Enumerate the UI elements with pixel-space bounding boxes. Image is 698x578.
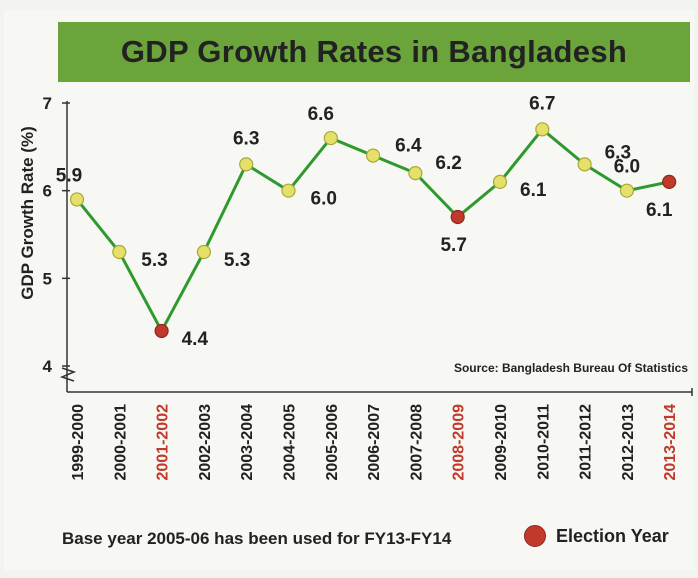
source-note: Source: Bangladesh Bureau Of Statistics: [454, 361, 688, 375]
x-tick-label: 2010-2011: [535, 404, 552, 480]
x-tick-label: 2012-2013: [620, 404, 637, 481]
axis-break-icon: [59, 367, 77, 382]
data-point: [69, 192, 85, 207]
chart-frame: [4, 10, 694, 570]
y-axis-title: GDP Growth Rate (%): [18, 126, 37, 299]
data-label: 6.3: [605, 142, 631, 163]
x-tick-label: 2002-2003: [197, 404, 214, 481]
election-year-marker-icon: [524, 525, 546, 547]
election-point: [154, 323, 169, 339]
data-point: [492, 174, 508, 189]
data-point: [239, 157, 254, 172]
labels: Source: Bangladesh Bureau Of Statistics 5…: [56, 93, 689, 375]
x-tick-label: 2003-2004: [239, 404, 256, 481]
legend-label: Election Year: [556, 525, 669, 546]
axes: 4 5 6 7 GDP Growth Rate (%) 1999-2000 2000-200…: [18, 94, 693, 481]
data-point: [281, 183, 296, 198]
legend: Election Year: [524, 525, 669, 547]
x-tick-label: 2004-2005: [282, 404, 299, 481]
data-label: 6.6: [308, 104, 334, 125]
data-label: 5.7: [440, 235, 466, 256]
election-point: [450, 209, 465, 225]
data-point: [408, 166, 423, 181]
data-label: 5.9: [56, 165, 82, 186]
series: [69, 122, 677, 339]
data-label: 6.1: [520, 180, 547, 201]
data-label: 5.3: [224, 250, 250, 271]
data-point: [196, 244, 211, 260]
y-tick-label: 7: [43, 94, 52, 113]
x-tick-label: 2000-2001: [112, 404, 129, 481]
y-tick-label: 6: [43, 182, 52, 201]
footnote: Base year 2005-06 has been used for FY13…: [62, 529, 452, 548]
y-tick-label: 5: [43, 269, 52, 288]
x-tick-label: 2013-2014: [662, 404, 679, 481]
line-chart: 4 5 6 7 GDP Growth Rate (%) 1999-2000 2000-200…: [18, 93, 693, 481]
data-point: [535, 122, 550, 137]
data-label: 6.4: [395, 136, 422, 157]
data-label: 6.7: [529, 93, 555, 114]
data-label: 5.3: [141, 250, 167, 271]
x-tick-label: 2001-2002: [155, 404, 172, 481]
data-label: 6.3: [233, 128, 259, 149]
data-point: [366, 148, 381, 163]
chart-title: GDP Growth Rates in Bangladesh: [120, 34, 628, 69]
data-label: 6.0: [614, 157, 640, 178]
x-tick-label: 2005-2006: [324, 404, 341, 481]
data-label: 4.4: [182, 329, 209, 350]
election-point: [662, 174, 677, 189]
x-tick-label: 2011-2012: [578, 404, 595, 480]
x-tick-label: 2007-2008: [408, 404, 425, 481]
x-tick-label: 2009-2010: [493, 404, 510, 481]
data-point: [577, 157, 592, 172]
data-label: 6.0: [311, 189, 337, 210]
y-tick-label: 4: [43, 357, 53, 376]
data-point: [112, 244, 127, 260]
x-tick-label: 2006-2007: [366, 404, 383, 481]
footer: Base year 2005-06 has been used for FY13…: [0, 525, 698, 555]
x-tick-label: 1999-2000: [70, 404, 87, 481]
data-label: 6.1: [646, 200, 673, 221]
data-point: [323, 130, 338, 146]
data-label: 6.2: [435, 153, 461, 174]
data-point: [619, 183, 635, 198]
title-bar: GDP Growth Rates in Bangladesh: [58, 22, 690, 82]
x-tick-label: 2008-2009: [451, 404, 468, 481]
